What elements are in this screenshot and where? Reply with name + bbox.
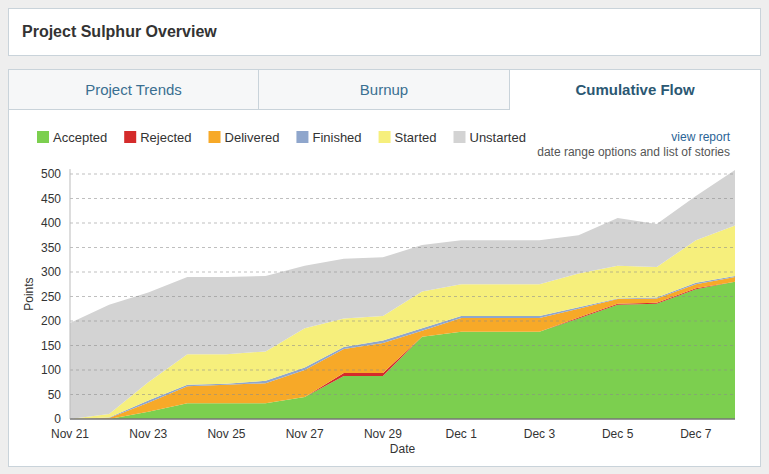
y-axis-line: [70, 169, 71, 419]
grid-line: [70, 247, 735, 248]
grid-line: [70, 223, 735, 224]
y-tick-label: 400: [41, 216, 61, 230]
y-axis-title: Points: [22, 277, 36, 310]
legend-swatch: [454, 131, 466, 143]
chart: view reportdate range options and list o…: [0, 0, 769, 474]
x-tick-label: Nov 25: [207, 427, 245, 441]
x-tick-label: Dec 1: [445, 427, 477, 441]
legend-label: Rejected: [140, 130, 191, 145]
x-axis-title: Date: [390, 442, 416, 456]
legend: Accepted Rejected Delivered Finished Started…: [37, 130, 526, 145]
grid-line: [70, 370, 735, 371]
legend-label: Delivered: [225, 130, 280, 145]
grid-line: [70, 321, 735, 322]
legend-swatch: [37, 131, 49, 143]
x-tick-label: Nov 29: [364, 427, 402, 441]
y-tick-label: 0: [54, 412, 61, 426]
legend-swatch: [124, 131, 136, 143]
x-tick-label: Dec 3: [524, 427, 556, 441]
tab[interactable]: Project Trends: [9, 70, 259, 110]
x-tick-label: Dec 7: [680, 427, 712, 441]
x-tick-label: Nov 21: [51, 427, 89, 441]
x-tick-label: Dec 5: [602, 427, 634, 441]
grid-line: [70, 198, 735, 199]
y-tick-label: 350: [41, 241, 61, 255]
y-tick-label: 250: [41, 290, 61, 304]
area: [70, 170, 735, 419]
legend-label: Finished: [312, 130, 361, 145]
report-note: date range options and list of stories: [537, 145, 730, 159]
x-tick-label: Nov 27: [286, 427, 324, 441]
grid-line: [70, 174, 735, 175]
tab[interactable]: Cumulative Flow: [510, 70, 760, 110]
legend-label: Started: [395, 130, 437, 145]
legend-swatch: [296, 131, 308, 143]
header-box: Project Sulphur Overview: [8, 8, 761, 56]
x-axis-line: [70, 419, 735, 420]
grid-line: [70, 296, 735, 297]
grid-line: [70, 394, 735, 395]
plot-area: [70, 170, 735, 419]
grid-line: [70, 272, 735, 273]
x-tick-label: Nov 23: [129, 427, 167, 441]
y-tick-label: 500: [41, 167, 61, 181]
legend-label: Unstarted: [470, 130, 526, 145]
tab[interactable]: Burnup: [259, 70, 510, 110]
y-tick-label: 150: [41, 339, 61, 353]
legend-label: Accepted: [53, 130, 107, 145]
header-title: Project Sulphur Overview: [22, 23, 217, 41]
y-tick-label: 450: [41, 192, 61, 206]
y-tick-label: 200: [41, 314, 61, 328]
legend-swatch: [209, 131, 221, 143]
y-tick-label: 300: [41, 265, 61, 279]
report-link[interactable]: view report: [671, 130, 730, 144]
grid-line: [70, 419, 735, 420]
grid-line: [70, 345, 735, 346]
y-tick-label: 100: [41, 363, 61, 377]
legend-swatch: [379, 131, 391, 143]
y-tick-label: 50: [48, 388, 62, 402]
